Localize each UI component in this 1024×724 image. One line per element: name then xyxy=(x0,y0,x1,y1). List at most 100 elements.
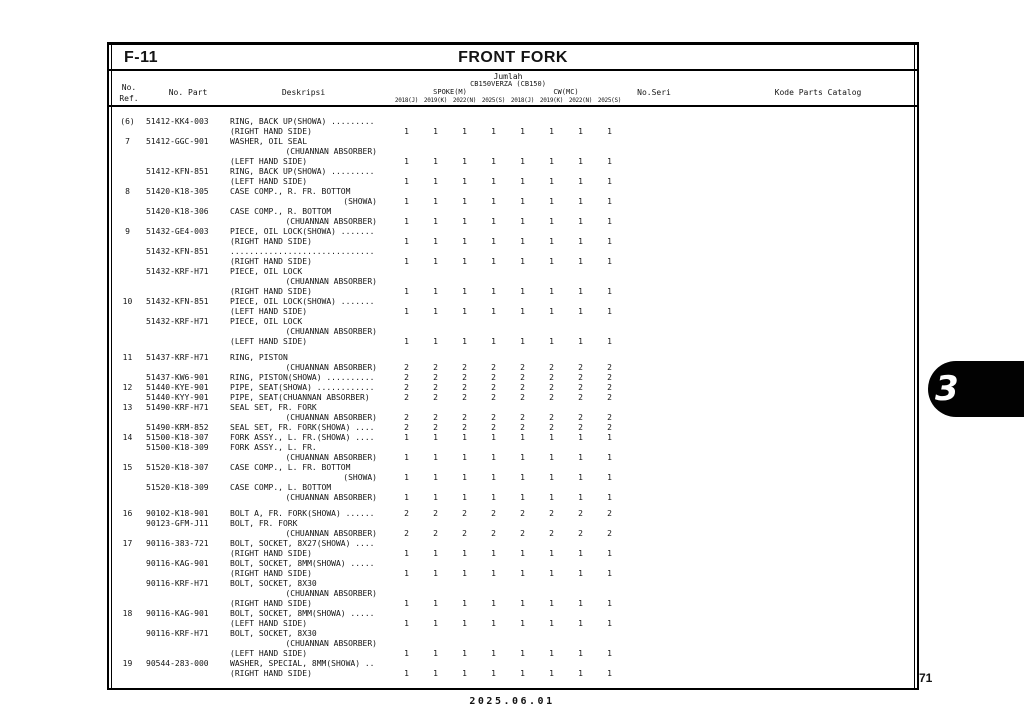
description-block: BOLT, SOCKET, 8X30 (CHUANNAN ABSORBER) (LE… xyxy=(230,629,624,659)
table-row: (6) 51412-KK4-003 RING, BACK UP(SHOWA) .… xyxy=(109,117,917,137)
quantity-value: 2 xyxy=(433,413,438,422)
quantity-value: 1 xyxy=(404,473,409,482)
quantity-value: 1 xyxy=(433,197,438,206)
quantity-value: 2 xyxy=(404,383,409,392)
header-variant-spoke: SPOKE(M) xyxy=(433,88,467,96)
quantity-value: 1 xyxy=(462,599,467,608)
quantity-value: 2 xyxy=(520,373,525,382)
section-tab-number: 3 xyxy=(935,369,959,409)
quantity-value: 1 xyxy=(433,177,438,186)
quantity-value: 2 xyxy=(607,393,612,402)
table-row: 90123-GFM-J11 BOLT, FR. FORK (CHUANNAN AB… xyxy=(109,519,917,539)
part-number: 51412-KFN-851 xyxy=(146,167,209,176)
description-line: PIECE, OIL LOCK(SHOWA) ....... xyxy=(230,227,375,236)
ref-number: 10 xyxy=(122,297,133,306)
quantity-value: 1 xyxy=(491,287,496,296)
description-line: (CHUANNAN ABSORBER) xyxy=(285,639,377,648)
quantity-value: 1 xyxy=(404,649,409,658)
header-description: Deskripsi xyxy=(281,88,326,97)
description-line: RING, PISTON xyxy=(230,353,288,362)
quantity-value: 1 xyxy=(578,177,583,186)
description-block: PIPE, SEAT(SHOWA) ............ 2 2 2 2 2 2 2 2 xyxy=(230,383,624,393)
description-line: (CHUANNAN ABSORBER) xyxy=(285,217,377,226)
quantity-value: 1 xyxy=(607,649,612,658)
description-line: RING, BACK UP(SHOWA) ......... xyxy=(230,167,375,176)
description-block: PIECE, OIL LOCK(SHOWA) ....... (LEFT HAND… xyxy=(230,297,624,317)
part-number: 51432-KRF-H71 xyxy=(146,267,209,276)
quantity-value: 1 xyxy=(607,177,612,186)
quantity-value: 2 xyxy=(404,509,409,518)
section-tab: 3 xyxy=(928,361,1024,417)
header-serial: No.Seri xyxy=(637,88,671,97)
description-line: (RIGHT HAND SIDE) xyxy=(230,669,312,678)
quantity-value: 1 xyxy=(491,237,496,246)
catalog-sheet: F-11 FRONT FORK No. Ref. No. Part Deskri… xyxy=(107,42,919,690)
quantity-value: 2 xyxy=(607,373,612,382)
quantity-value: 1 xyxy=(433,237,438,246)
table-row: 51432-KRF-H71 PIECE, OIL LOCK (CHUANNAN A… xyxy=(109,267,917,297)
description-line: (CHUANNAN ABSORBER) xyxy=(285,147,377,156)
table-row: 11 51437-KRF-H71 RING, PISTON (CHUANNAN A… xyxy=(109,353,917,373)
quantity-value: 2 xyxy=(462,423,467,432)
ref-number: (6) xyxy=(120,117,135,126)
quantity-value: 1 xyxy=(404,257,409,266)
description-line: WASHER, SPECIAL, 8MM(SHOWA) .. xyxy=(230,659,375,668)
description-block: BOLT, FR. FORK (CHUANNAN ABSORBER) 2 2 2 2 2 2 2… xyxy=(230,519,624,539)
quantity-value: 2 xyxy=(462,373,467,382)
quantity-value: 1 xyxy=(404,157,409,166)
quantity-value: 1 xyxy=(491,619,496,628)
quantity-value: 1 xyxy=(578,127,583,136)
table-header: No. Ref. No. Part Deskripsi Jumlah CB150… xyxy=(109,71,917,107)
header-year-columns: 2018(J) 2019(K) 2022(N) 2025(S) 2018(J) … xyxy=(392,97,624,104)
quantity-value: 1 xyxy=(462,257,467,266)
description-line: PIECE, OIL LOCK xyxy=(230,267,303,276)
description-line: (RIGHT HAND SIDE) xyxy=(230,257,312,266)
year-column: 2022(N) xyxy=(452,97,477,104)
table-row: 51437-KW6-901 RING, PISTON(SHOWA) ......… xyxy=(109,373,917,383)
table-row: 90116-KRF-H71 BOLT, SOCKET, 8X30 (CHUANNA… xyxy=(109,579,917,609)
quantity-value: 2 xyxy=(607,363,612,372)
quantity-value: 1 xyxy=(404,127,409,136)
description-block: CASE COMP., R. BOTTOM (CHUANNAN ABSORBER)… xyxy=(230,207,624,227)
quantity-value: 1 xyxy=(433,473,438,482)
quantity-value: 1 xyxy=(520,257,525,266)
quantity-value: 2 xyxy=(462,363,467,372)
quantity-value: 1 xyxy=(578,649,583,658)
quantity-value: 1 xyxy=(462,669,467,678)
quantity-value: 1 xyxy=(520,473,525,482)
quantity-value: 1 xyxy=(520,157,525,166)
quantity-value: 1 xyxy=(549,257,554,266)
quantity-value: 1 xyxy=(578,549,583,558)
description-line: (LEFT HAND SIDE) xyxy=(230,649,308,658)
quantity-value: 1 xyxy=(607,549,612,558)
quantity-value: 1 xyxy=(578,433,583,442)
table-row: 51432-KRF-H71 PIECE, OIL LOCK (CHUANNAN A… xyxy=(109,317,917,347)
quantity-value: 1 xyxy=(520,569,525,578)
quantity-value: 1 xyxy=(578,287,583,296)
quantity-value: 2 xyxy=(433,423,438,432)
quantity-value: 1 xyxy=(549,307,554,316)
quantity-value: 1 xyxy=(404,599,409,608)
quantity-cells: 1 1 1 1 1 1 1 1 xyxy=(392,217,624,227)
ref-number: 7 xyxy=(125,137,130,146)
quantity-cells: 1 1 1 1 1 1 1 1 xyxy=(392,337,624,347)
quantity-value: 1 xyxy=(520,337,525,346)
part-number: 51432-KRF-H71 xyxy=(146,317,209,326)
quantity-value: 1 xyxy=(549,177,554,186)
quantity-value: 2 xyxy=(520,423,525,432)
table-row: 51500-K18-309 FORK ASSY., L. FR. (CHUANNA… xyxy=(109,443,917,463)
quantity-cells: 2 2 2 2 2 2 2 2 xyxy=(392,529,624,539)
part-number: 51420-K18-305 xyxy=(146,187,209,196)
quantity-value: 1 xyxy=(520,453,525,462)
description-line: SEAL SET, FR. FORK(SHOWA) .... xyxy=(230,423,375,432)
quantity-value: 2 xyxy=(607,509,612,518)
quantity-value: 1 xyxy=(578,157,583,166)
description-block: PIPE, SEAT(CHUANNAN ABSORBER) 2 2 2 2 2 2 2 2 xyxy=(230,393,624,403)
quantity-cells: 1 1 1 1 1 1 1 1 xyxy=(392,307,624,317)
quantity-value: 2 xyxy=(549,383,554,392)
description-line: PIPE, SEAT(SHOWA) ............ xyxy=(230,383,375,392)
ref-number: 18 xyxy=(122,609,133,618)
quantity-value: 1 xyxy=(491,649,496,658)
quantity-value: 1 xyxy=(433,649,438,658)
